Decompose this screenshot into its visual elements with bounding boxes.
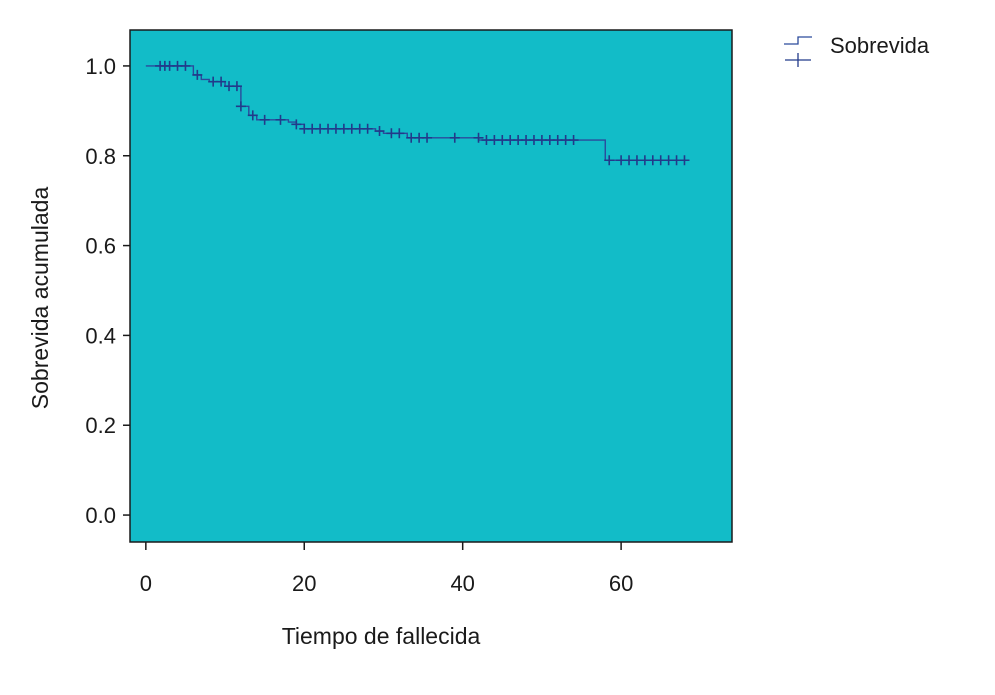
censor-mark	[422, 132, 433, 143]
censor-mark	[449, 132, 460, 143]
legend-step-icon	[784, 36, 812, 45]
censor-mark	[231, 81, 242, 92]
censor-mark	[362, 123, 373, 134]
censor-mark	[180, 60, 191, 71]
censor-mark	[394, 128, 405, 139]
censor-mark	[568, 135, 579, 146]
x-tick-label: 20	[292, 571, 316, 596]
censor-mark	[679, 155, 690, 166]
censor-mark	[259, 114, 270, 125]
series-layer	[145, 60, 690, 166]
legend-label: Sobrevida	[830, 33, 930, 58]
legend-censor-icon	[785, 53, 811, 67]
censor-mark	[374, 126, 385, 137]
x-axis-title: Tiempo de fallecida	[282, 623, 481, 649]
legend: Sobrevida	[784, 33, 930, 67]
censor-mark	[604, 155, 615, 166]
plot-background	[129, 29, 733, 543]
censor-mark	[235, 101, 246, 112]
y-tick-label: 1.0	[85, 54, 116, 79]
y-axis: 0.0 0.2 0.4 0.6 0.8 1.0	[85, 54, 130, 528]
y-axis-title: Sobrevida acumulada	[27, 187, 53, 410]
x-axis: 0 20 40 60	[140, 542, 633, 596]
y-tick-label: 0.4	[85, 323, 116, 348]
censor-mark	[192, 69, 203, 80]
y-tick-label: 0.6	[85, 234, 116, 259]
x-tick-label: 0	[140, 571, 152, 596]
censor-mark	[275, 114, 286, 125]
censor-mark	[216, 76, 227, 87]
x-tick-label: 40	[450, 571, 474, 596]
censor-mark	[247, 110, 258, 121]
censor-mark	[473, 132, 484, 143]
censor-mark	[291, 119, 302, 130]
y-tick-label: 0.8	[85, 144, 116, 169]
x-tick-label: 60	[609, 571, 633, 596]
y-tick-label: 0.2	[85, 413, 116, 438]
y-tick-label: 0.0	[85, 503, 116, 528]
